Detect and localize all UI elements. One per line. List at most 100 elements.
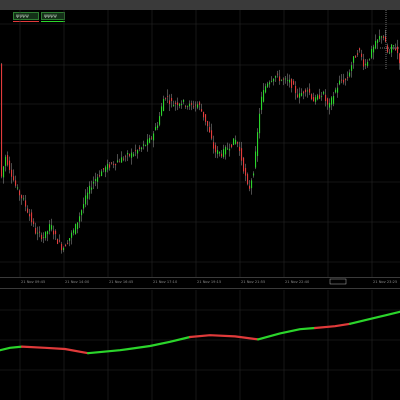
candle-body (395, 48, 397, 51)
candlestick-series (1, 29, 400, 254)
candle-body (371, 48, 373, 58)
candle-body (183, 99, 185, 102)
candle-body (387, 45, 389, 53)
candle-body (17, 187, 19, 189)
candle-body (193, 106, 195, 108)
candle-body (111, 162, 113, 164)
candle-body (393, 45, 395, 47)
candle-body (37, 232, 39, 234)
candle-body (307, 90, 309, 92)
candle-body (145, 145, 147, 146)
trend-line-down (20, 345, 90, 355)
candle-body (71, 232, 73, 238)
candle-body (47, 231, 49, 235)
candle-body (13, 176, 15, 181)
candle-body (23, 198, 25, 200)
candle-body (15, 180, 17, 186)
candle-body (203, 111, 205, 118)
candle-body (163, 98, 165, 112)
candle-body (85, 195, 87, 205)
candle-body (293, 81, 295, 85)
legend-label: ΨΨΨΨ (16, 14, 29, 19)
candle-body (321, 96, 323, 97)
candle-body (133, 154, 135, 156)
candle-body (273, 78, 275, 82)
candle-body (311, 94, 313, 99)
candle-body (263, 90, 265, 102)
candle-body (79, 216, 81, 222)
candle-body (267, 83, 269, 87)
candle-body (11, 169, 13, 177)
candle-body (9, 160, 11, 170)
trend-line-up (86, 335, 192, 355)
candle-body (213, 142, 215, 149)
candle-body (103, 168, 105, 170)
candle-body (169, 100, 171, 104)
candle-body (41, 234, 43, 240)
candle-body (209, 127, 211, 133)
candle-body (377, 39, 379, 43)
candle-body (83, 204, 85, 209)
candle-body (3, 166, 5, 178)
candle-body (389, 52, 391, 54)
candle-body (95, 179, 97, 181)
candle-body (281, 79, 283, 81)
candle-body (375, 40, 377, 49)
candle-body (167, 96, 169, 97)
candle-body (59, 240, 61, 242)
candle-body (179, 103, 181, 106)
candle-body (39, 231, 41, 233)
candle-body (397, 46, 399, 54)
legend-item-red[interactable]: ΨΨΨΨ (13, 12, 39, 20)
candle-body (277, 73, 279, 75)
legend-item-green[interactable]: ΨΨΨΨ (41, 12, 65, 20)
candle-body (143, 144, 145, 146)
candle-body (217, 150, 219, 155)
time-axis-label: 21 Nov 09:45 (21, 280, 45, 284)
candle-body (159, 116, 161, 125)
candle-body (151, 137, 153, 139)
time-axis: 21 Nov 09:45 21 Nov 14:00 21 Nov 16:45 21 N… (21, 278, 397, 285)
candle-body (75, 224, 77, 235)
candle-body (49, 224, 51, 232)
candle-body (177, 102, 179, 106)
candle-body (199, 102, 201, 105)
candle-body (259, 113, 261, 134)
candle-body (261, 96, 263, 110)
candle-body (215, 145, 217, 153)
candle-body (147, 139, 149, 146)
candle-body (57, 239, 59, 244)
candle-body (69, 238, 71, 241)
candle-body (333, 96, 335, 104)
candle-body (381, 36, 383, 38)
trend-line-down (313, 322, 352, 330)
candle-body (63, 248, 65, 251)
candle-body (29, 213, 31, 217)
candle-body (357, 53, 359, 55)
time-axis-label: 21 Nov 22:40 (285, 280, 310, 284)
candle-body (31, 212, 33, 223)
candle-body (315, 97, 317, 102)
candle-body (109, 164, 111, 168)
time-axis-label: 21 Nov 17:10 (153, 280, 178, 284)
candle-body (329, 102, 331, 108)
candle-body (105, 167, 107, 172)
price-chart[interactable]: 21 Nov 09:45 21 Nov 14:00 21 Nov 16:45 21 N… (0, 10, 400, 400)
candle-body (55, 230, 57, 235)
candle-body (313, 97, 315, 102)
candle-body (235, 139, 237, 144)
candle-body (225, 147, 227, 155)
candle-body (87, 192, 89, 199)
candle-body (255, 151, 257, 168)
candle-body (195, 104, 197, 106)
chart-grid (0, 10, 400, 400)
candle-body (239, 146, 241, 151)
candle-body (161, 106, 163, 116)
candle-body (319, 94, 321, 99)
candle-body (285, 78, 287, 80)
candle-body (287, 79, 289, 81)
candle-body (355, 55, 357, 58)
candle-body (325, 94, 327, 102)
candle-body (339, 80, 341, 85)
candle-body (127, 152, 129, 155)
